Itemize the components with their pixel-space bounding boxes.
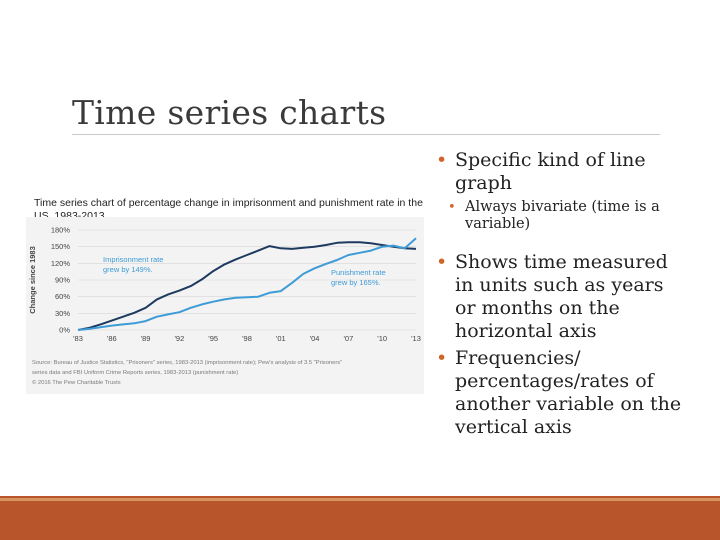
slide-title: Time series charts bbox=[72, 93, 387, 132]
bullet-text: Frequencies/ percentages/rates of anothe… bbox=[455, 347, 682, 438]
x-tick-label: '13 bbox=[411, 334, 421, 343]
chart-annotation: Punishment rate bbox=[331, 268, 386, 277]
chart-annotation: grew by 165%. bbox=[331, 278, 381, 287]
x-tick-label: '04 bbox=[310, 334, 320, 343]
time-series-chart: 180% 150% 120% 90% 60% 30% 0% Change since 1983… bbox=[28, 226, 421, 387]
bullet-item: • Shows time measured in units such as ye… bbox=[433, 251, 683, 343]
bullet-text: Shows time measured in units such as yea… bbox=[455, 251, 668, 342]
y-tick-label: 120% bbox=[51, 259, 71, 268]
bullet-text: Always bivariate (time is a variable) bbox=[465, 199, 660, 232]
y-tick-label: 60% bbox=[55, 292, 70, 301]
sub-bullet-item: • Always bivariate (time is a variable) bbox=[433, 199, 683, 233]
bullet-text: Specific kind of line graph bbox=[455, 149, 646, 194]
title-divider bbox=[72, 134, 660, 135]
x-tick-label: '01 bbox=[276, 334, 286, 343]
chart-annotation: grew by 149%. bbox=[103, 265, 153, 274]
y-tick-label: 90% bbox=[55, 276, 70, 285]
x-tick-label: '10 bbox=[377, 334, 387, 343]
chart-annotation: Imprisonment rate bbox=[103, 255, 163, 264]
bullet-dot-icon: • bbox=[436, 251, 448, 273]
chart-source-text: series data and FBI Uniform Crime Report… bbox=[32, 370, 238, 376]
chart-source-text: Source: Bureau of Justice Statistics, "P… bbox=[32, 360, 342, 366]
y-tick-label: 180% bbox=[51, 226, 71, 235]
bullet-item: • Frequencies/ percentages/rates of anoth… bbox=[433, 347, 683, 439]
y-tick-label: 0% bbox=[59, 326, 70, 335]
bullet-dot-icon: • bbox=[436, 347, 448, 369]
x-tick-label: '92 bbox=[175, 334, 185, 343]
y-tick-label: 30% bbox=[55, 309, 70, 318]
bullet-item: • Specific kind of line graph bbox=[433, 149, 683, 195]
x-tick-label: '98 bbox=[242, 334, 252, 343]
x-tick-label: '83 bbox=[73, 334, 83, 343]
series-line-imprisonment-rate bbox=[77, 241, 417, 331]
x-tick-label: '86 bbox=[107, 334, 117, 343]
x-tick-label: '07 bbox=[344, 334, 354, 343]
y-tick-label: 150% bbox=[51, 242, 71, 251]
x-tick-label: '89 bbox=[141, 334, 151, 343]
bullet-dot-icon: • bbox=[448, 200, 456, 215]
chart-source-text: © 2016 The Pew Charitable Trusts bbox=[32, 379, 121, 386]
bullet-dot-icon: • bbox=[436, 149, 448, 171]
footer-accent-line bbox=[0, 498, 720, 501]
x-tick-label: '95 bbox=[208, 334, 218, 343]
bullet-list: • Specific kind of line graph • Always biv… bbox=[433, 149, 683, 443]
footer-bar bbox=[0, 496, 720, 540]
series-line-punishment-rate bbox=[77, 237, 417, 331]
chart-image: 180% 150% 120% 90% 60% 30% 0% Change since 1983… bbox=[26, 217, 424, 394]
y-axis-label: Change since 1983 bbox=[28, 246, 37, 314]
